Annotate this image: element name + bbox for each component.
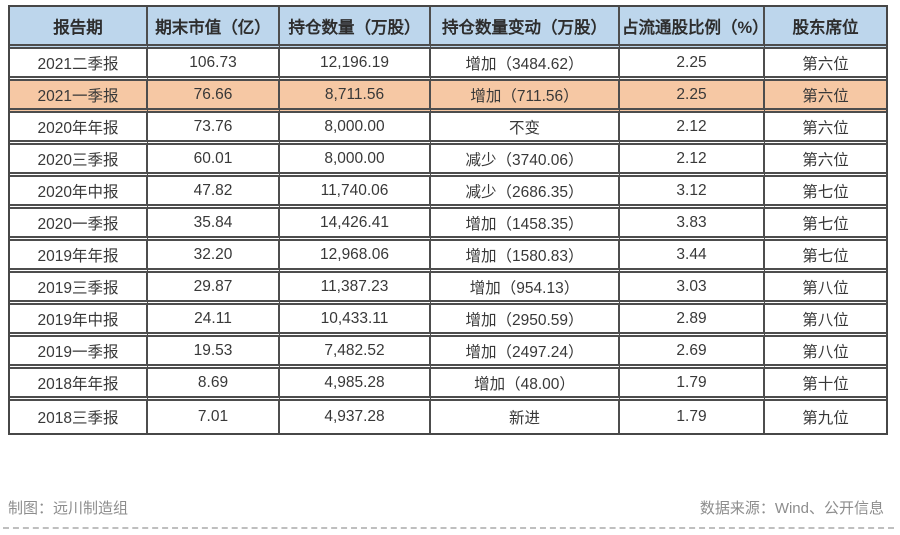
table-row: 2020年中报 47.82 11,740.06 减少（2686.35） 3.12 第七位 — [10, 177, 886, 209]
source-note: 数据来源：Wind、公开信息 — [699, 500, 884, 517]
cell-shareholder-seat: 第九位 — [765, 401, 886, 433]
cell-report-period: 2019年年报 — [10, 241, 148, 273]
col-header-holding-quantity: 持仓数量（万股） — [280, 7, 431, 49]
cell-shareholder-seat: 第七位 — [765, 177, 886, 209]
table-row: 2020一季报 35.84 14,426.41 增加（1458.35） 3.83 第七位 — [10, 209, 886, 241]
table-row: 2021一季报 76.66 8,711.56 增加（711.56） 2.25 第六位 — [10, 81, 886, 113]
table-row: 2018三季报 7.01 4,937.28 新进 1.79 第九位 — [10, 401, 886, 433]
col-header-pct-of-float: 占流通股比例（%） — [620, 7, 765, 49]
cell-shareholder-seat: 第六位 — [765, 49, 886, 81]
cell-market-value-end: 73.76 — [148, 113, 280, 145]
cell-holding-change: 新进 — [431, 401, 620, 433]
col-header-report-period: 报告期 — [10, 7, 148, 49]
cell-holding-change: 增加（3484.62） — [431, 49, 620, 81]
cell-holding-quantity: 8,000.00 — [280, 113, 431, 145]
cell-pct-of-float: 2.25 — [620, 81, 765, 113]
cell-market-value-end: 32.20 — [148, 241, 280, 273]
cell-shareholder-seat: 第八位 — [765, 305, 886, 337]
cell-pct-of-float: 3.44 — [620, 241, 765, 273]
cell-report-period: 2021二季报 — [10, 49, 148, 81]
cell-report-period: 2020年年报 — [10, 113, 148, 145]
cell-market-value-end: 47.82 — [148, 177, 280, 209]
cell-shareholder-seat: 第八位 — [765, 273, 886, 305]
footer: 制图：远川制造组 数据来源：Wind、公开信息 — [8, 497, 884, 518]
table-row: 2019三季报 29.87 11,387.23 增加（954.13） 3.03 第八位 — [10, 273, 886, 305]
cell-holding-change: 增加（711.56） — [431, 81, 620, 113]
cell-shareholder-seat: 第七位 — [765, 241, 886, 273]
cell-holding-quantity: 12,196.19 — [280, 49, 431, 81]
cell-pct-of-float: 3.12 — [620, 177, 765, 209]
cell-pct-of-float: 2.12 — [620, 145, 765, 177]
cell-holding-quantity: 14,426.41 — [280, 209, 431, 241]
credit-note: 制图：远川制造组 — [8, 500, 129, 517]
table-row: 2020年年报 73.76 8,000.00 不变 2.12 第六位 — [10, 113, 886, 145]
cell-holding-quantity: 11,740.06 — [280, 177, 431, 209]
cell-holding-change: 增加（2497.24） — [431, 337, 620, 369]
holdings-table-grid: 报告期 期末市值（亿） 持仓数量（万股） 持仓数量变动（万股） 占流通股比例（%） 股东席… — [8, 5, 888, 435]
cell-market-value-end: 24.11 — [148, 305, 280, 337]
cell-holding-change: 减少（3740.06） — [431, 145, 620, 177]
cell-report-period: 2020三季报 — [10, 145, 148, 177]
cell-holding-quantity: 10,433.11 — [280, 305, 431, 337]
col-header-holding-change: 持仓数量变动（万股） — [431, 7, 620, 49]
cell-report-period: 2019三季报 — [10, 273, 148, 305]
cell-pct-of-float: 2.89 — [620, 305, 765, 337]
cell-pct-of-float: 1.79 — [620, 401, 765, 433]
table-row: 2019一季报 19.53 7,482.52 增加（2497.24） 2.69 第八位 — [10, 337, 886, 369]
cell-holding-quantity: 11,387.23 — [280, 273, 431, 305]
holdings-table: 报告期 期末市值（亿） 持仓数量（万股） 持仓数量变动（万股） 占流通股比例（%） 股东席… — [8, 5, 888, 435]
col-header-shareholder-seat: 股东席位 — [765, 7, 886, 49]
table-row: 2019年中报 24.11 10,433.11 增加（2950.59） 2.89 第八位 — [10, 305, 886, 337]
cell-pct-of-float: 3.83 — [620, 209, 765, 241]
cell-market-value-end: 7.01 — [148, 401, 280, 433]
table-header-row: 报告期 期末市值（亿） 持仓数量（万股） 持仓数量变动（万股） 占流通股比例（%） 股东席… — [10, 7, 886, 49]
cell-report-period: 2019年中报 — [10, 305, 148, 337]
cell-shareholder-seat: 第十位 — [765, 369, 886, 401]
cell-pct-of-float: 2.69 — [620, 337, 765, 369]
cell-holding-change: 不变 — [431, 113, 620, 145]
table-row: 2019年年报 32.20 12,968.06 增加（1580.83） 3.44 第七位 — [10, 241, 886, 273]
cell-pct-of-float: 2.12 — [620, 113, 765, 145]
col-header-market-value-end: 期末市值（亿） — [148, 7, 280, 49]
cell-holding-change: 增加（954.13） — [431, 273, 620, 305]
cell-holding-quantity: 8,000.00 — [280, 145, 431, 177]
cell-report-period: 2020一季报 — [10, 209, 148, 241]
cell-market-value-end: 35.84 — [148, 209, 280, 241]
cell-shareholder-seat: 第六位 — [765, 81, 886, 113]
bottom-divider — [3, 527, 894, 529]
table-row: 2021二季报 106.73 12,196.19 增加（3484.62） 2.25 第六位 — [10, 49, 886, 81]
cell-market-value-end: 8.69 — [148, 369, 280, 401]
cell-shareholder-seat: 第六位 — [765, 145, 886, 177]
cell-report-period: 2021一季报 — [10, 81, 148, 113]
cell-market-value-end: 60.01 — [148, 145, 280, 177]
cell-shareholder-seat: 第六位 — [765, 113, 886, 145]
cell-market-value-end: 29.87 — [148, 273, 280, 305]
cell-report-period: 2020年中报 — [10, 177, 148, 209]
cell-holding-quantity: 4,985.28 — [280, 369, 431, 401]
cell-market-value-end: 106.73 — [148, 49, 280, 81]
cell-holding-quantity: 7,482.52 — [280, 337, 431, 369]
cell-holding-change: 减少（2686.35） — [431, 177, 620, 209]
cell-holding-change: 增加（2950.59） — [431, 305, 620, 337]
cell-shareholder-seat: 第八位 — [765, 337, 886, 369]
cell-report-period: 2019一季报 — [10, 337, 148, 369]
cell-holding-change: 增加（48.00） — [431, 369, 620, 401]
cell-holding-change: 增加（1458.35） — [431, 209, 620, 241]
cell-pct-of-float: 2.25 — [620, 49, 765, 81]
cell-shareholder-seat: 第七位 — [765, 209, 886, 241]
cell-pct-of-float: 3.03 — [620, 273, 765, 305]
cell-holding-quantity: 4,937.28 — [280, 401, 431, 433]
cell-market-value-end: 19.53 — [148, 337, 280, 369]
table-row: 2020三季报 60.01 8,000.00 减少（3740.06） 2.12 第六位 — [10, 145, 886, 177]
table-row: 2018年年报 8.69 4,985.28 增加（48.00） 1.79 第十位 — [10, 369, 886, 401]
cell-report-period: 2018三季报 — [10, 401, 148, 433]
table-body: 2021二季报 106.73 12,196.19 增加（3484.62） 2.25 第六位… — [10, 49, 886, 433]
cell-pct-of-float: 1.79 — [620, 369, 765, 401]
cell-holding-quantity: 8,711.56 — [280, 81, 431, 113]
cell-report-period: 2018年年报 — [10, 369, 148, 401]
cell-holding-change: 增加（1580.83） — [431, 241, 620, 273]
cell-market-value-end: 76.66 — [148, 81, 280, 113]
cell-holding-quantity: 12,968.06 — [280, 241, 431, 273]
